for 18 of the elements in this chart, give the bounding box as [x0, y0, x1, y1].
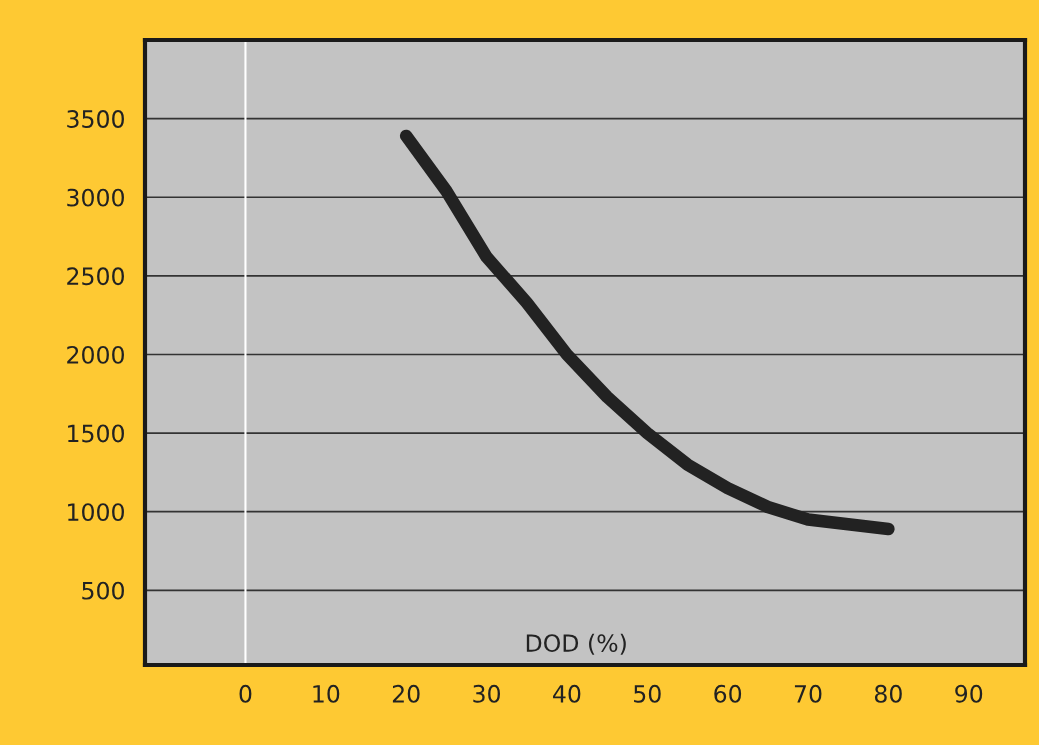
y-tick-label: 2500 [67, 267, 124, 286]
x-tick-label: 90 [955, 684, 983, 703]
y-tick-label: 1500 [68, 424, 124, 443]
y-tick-label: 3000 [67, 188, 124, 207]
x-tick-label: 10 [313, 684, 340, 703]
y-tick-label: 500 [82, 581, 124, 600]
y-tick-label: 2000 [67, 345, 124, 364]
y-tick-label: 1000 [68, 503, 124, 521]
x-tick-label: 60 [714, 684, 742, 703]
x-tick-label: 50 [634, 684, 661, 703]
x-tick-label: 70 [794, 684, 822, 703]
x-tick-label: 80 [874, 684, 902, 703]
y-tick-label: 3500 [67, 110, 124, 128]
x-tick-label: 0 [239, 684, 252, 703]
x-tick-label: 30 [473, 684, 501, 703]
x-axis-title: DOD (%) [526, 633, 626, 655]
x-tick-label: 20 [392, 684, 420, 703]
x-tick-label: 40 [553, 684, 581, 703]
